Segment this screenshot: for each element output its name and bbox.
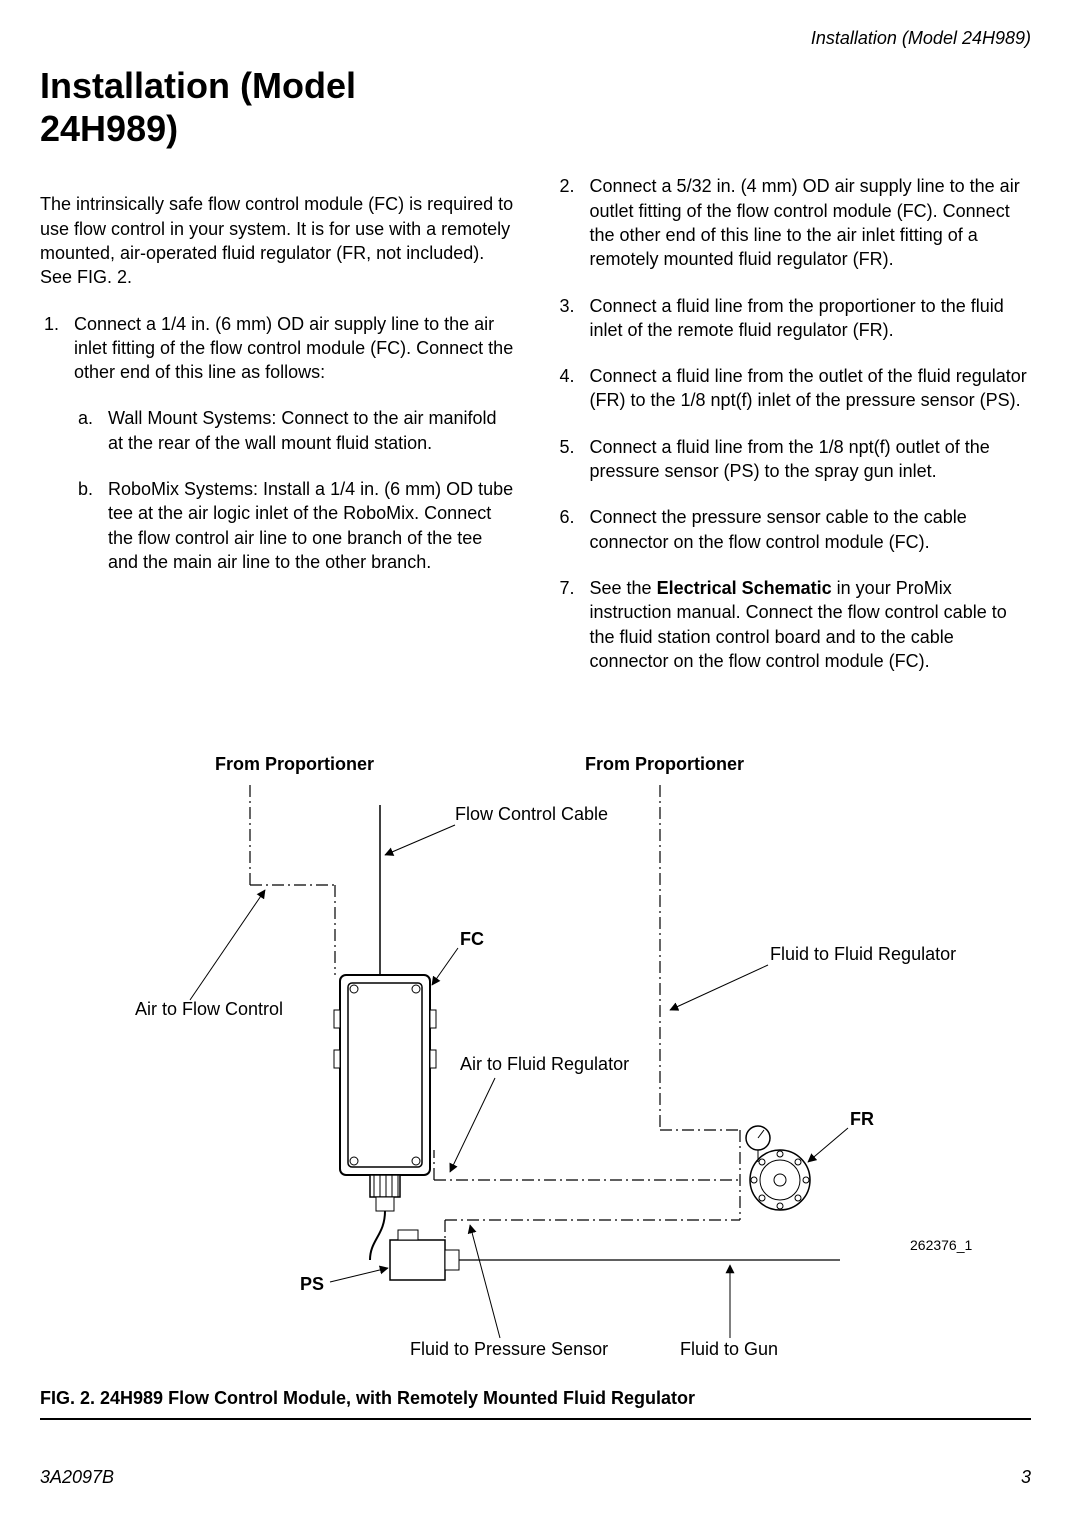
label-air-to-flow-control: Air to Flow Control (135, 999, 283, 1019)
label-fluid-to-gun: Fluid to Gun (680, 1339, 778, 1359)
label-image-id: 262376_1 (910, 1237, 973, 1253)
list-item-6: Connect the pressure sensor cable to the… (580, 505, 1032, 554)
intro-paragraph: The intrinsically safe flow control modu… (40, 192, 516, 289)
list-item-7: See the Electrical Schematic in your Pro… (580, 576, 1032, 673)
fr-regulator-icon (746, 1126, 810, 1210)
figure-caption-text: 24H989 Flow Control Module, with Remotel… (100, 1388, 695, 1408)
label-fluid-to-fluid-regulator: Fluid to Fluid Regulator (770, 944, 956, 964)
sub-list: Wall Mount Systems: Connect to the air m… (74, 406, 516, 574)
label-fluid-to-pressure-sensor: Fluid to Pressure Sensor (410, 1339, 608, 1359)
footer-doc-id: 3A2097B (40, 1467, 114, 1488)
body-columns: The intrinsically safe flow control modu… (40, 174, 1031, 695)
list-item-7-a: See the (590, 578, 657, 598)
label-fr: FR (850, 1109, 874, 1129)
label-from-proportioner-left: From Proportioner (215, 754, 374, 774)
page-title: Installation (Model 24H989) (40, 64, 470, 150)
sub-item-b: RoboMix Systems: Install a 1/4 in. (6 mm… (98, 477, 516, 574)
label-from-proportioner-right: From Proportioner (585, 754, 744, 774)
list-item-2: Connect a 5/32 in. (4 mm) OD air supply … (580, 174, 1032, 271)
list-item-1: Connect a 1/4 in. (6 mm) OD air supply l… (64, 312, 516, 575)
list-item-3: Connect a fluid line from the proportion… (580, 294, 1032, 343)
figure-caption-prefix: FIG. 2. (40, 1388, 100, 1408)
list-item-5: Connect a fluid line from the 1/8 npt(f)… (580, 435, 1032, 484)
page: Installation (Model 24H989) Installation… (0, 0, 1071, 1516)
figure-caption: FIG. 2. 24H989 Flow Control Module, with… (40, 1388, 695, 1409)
header-section: Installation (Model 24H989) (811, 28, 1031, 49)
list-item-1-text: Connect a 1/4 in. (6 mm) OD air supply l… (74, 314, 513, 383)
label-ps: PS (300, 1274, 324, 1294)
right-ordered-list: Connect a 5/32 in. (4 mm) OD air supply … (556, 174, 1032, 673)
left-ordered-list: Connect a 1/4 in. (6 mm) OD air supply l… (40, 312, 516, 575)
left-column: The intrinsically safe flow control modu… (40, 174, 516, 695)
footer-page-number: 3 (1021, 1467, 1031, 1488)
ps-sensor-icon (390, 1230, 459, 1280)
sub-item-a: Wall Mount Systems: Connect to the air m… (98, 406, 516, 455)
right-column: Connect a 5/32 in. (4 mm) OD air supply … (556, 174, 1032, 695)
fc-module-icon (334, 975, 436, 1211)
list-item-4: Connect a fluid line from the outlet of … (580, 364, 1032, 413)
label-flow-control-cable: Flow Control Cable (455, 804, 608, 824)
figure-diagram: From Proportioner From Proportioner (40, 750, 1031, 1380)
label-fc: FC (460, 929, 484, 949)
figure-rule (40, 1418, 1031, 1420)
label-air-to-fluid-regulator: Air to Fluid Regulator (460, 1054, 629, 1074)
list-item-7-bold: Electrical Schematic (657, 578, 832, 598)
